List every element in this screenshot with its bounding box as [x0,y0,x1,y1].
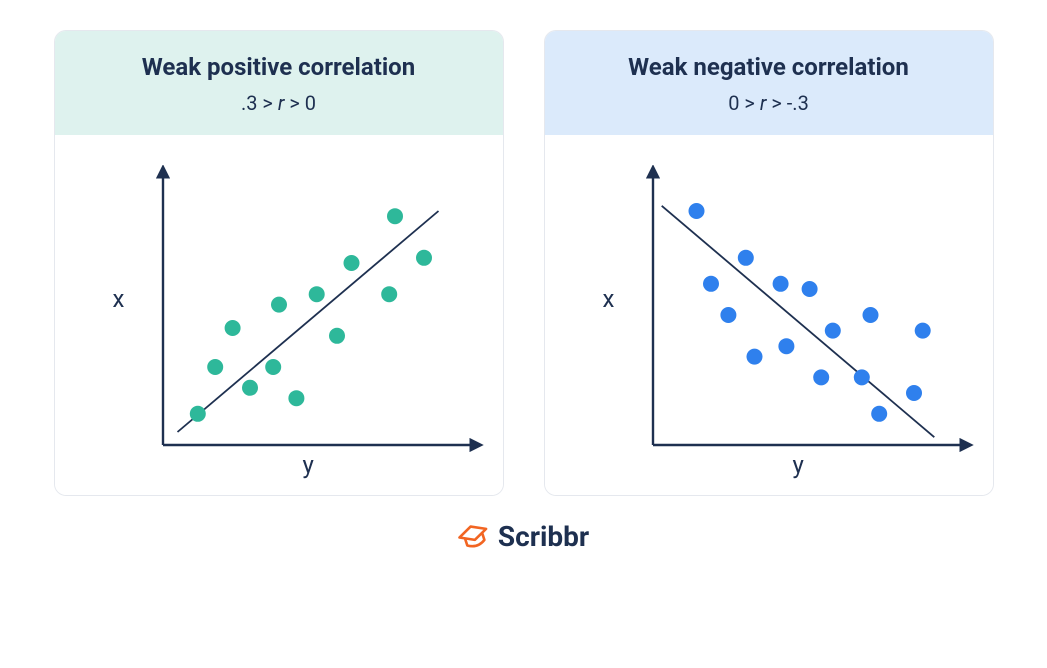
brand-name: Scribbr [498,520,589,553]
card-positive: Weak positive correlation .3 > r > 0 x y [54,30,504,496]
axis-label-vertical: x [113,285,125,313]
brand-logo: Scribbr [0,520,1047,553]
card-negative: Weak negative correlation 0 > r > -.3 x … [544,30,994,496]
scatter-plot-positive [153,165,493,475]
card-title-negative: Weak negative correlation [565,53,973,81]
card-header-positive: Weak positive correlation .3 > r > 0 [55,31,503,135]
chart-negative: x y [545,135,993,495]
chart-positive: x y [55,135,503,495]
card-subtitle-negative: 0 > r > -.3 [565,91,973,115]
graduation-cap-icon [458,521,490,553]
scatter-plot-negative [643,165,983,475]
axis-label-vertical: x [603,285,615,313]
cards-container: Weak positive correlation .3 > r > 0 x y… [0,0,1047,496]
axis-label-horizontal: y [793,451,804,479]
card-header-negative: Weak negative correlation 0 > r > -.3 [545,31,993,135]
card-title-positive: Weak positive correlation [75,53,483,81]
card-subtitle-positive: .3 > r > 0 [75,91,483,115]
axis-label-horizontal: y [303,451,314,479]
